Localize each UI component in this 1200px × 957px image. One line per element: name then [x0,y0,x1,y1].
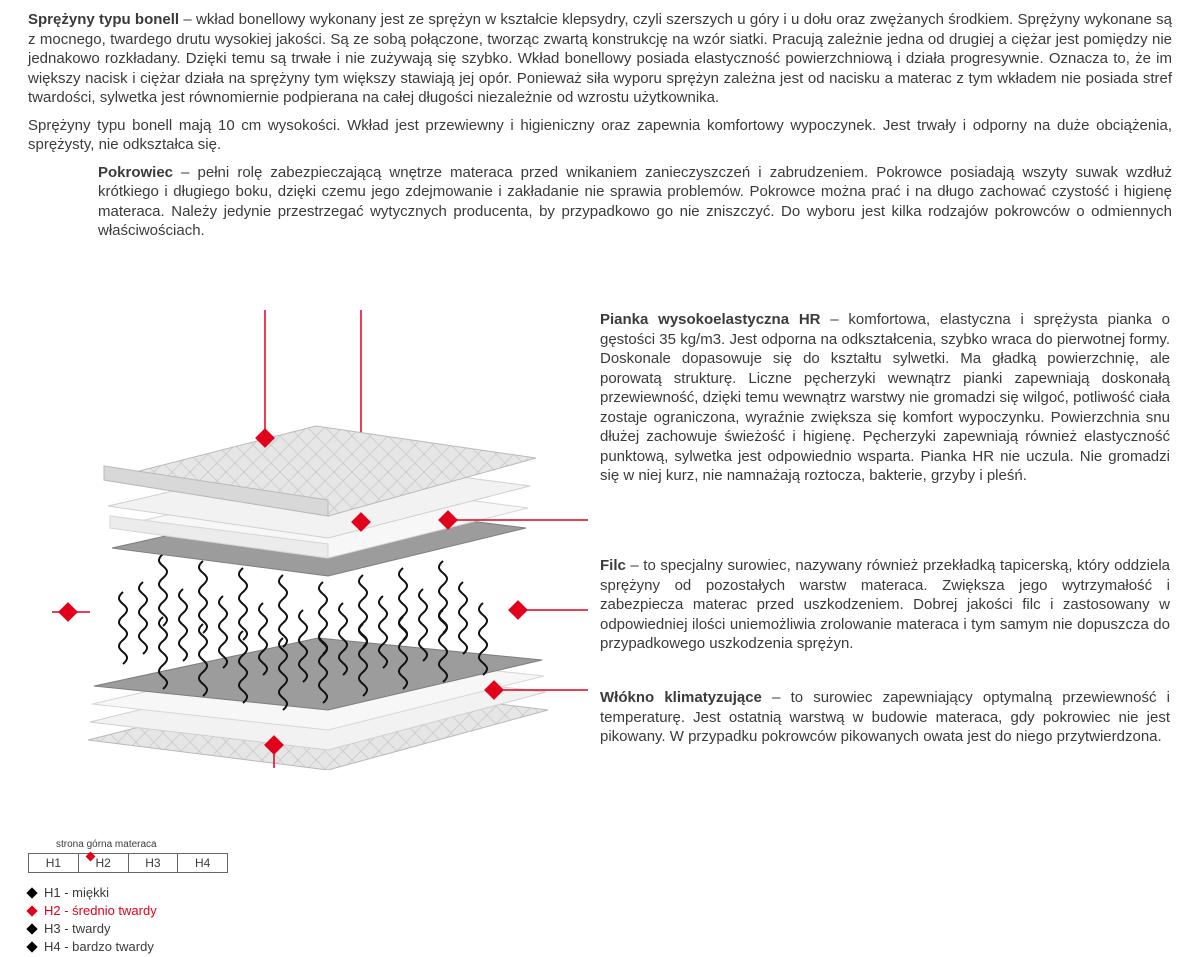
hardness-cell-h1: H1 [29,854,79,872]
hardness-legend-h1: H1 - miękki [28,885,258,902]
hardness-legend-h2-text: H2 - średnio twardy [44,903,157,920]
diamond-icon [26,888,37,899]
wlokno-title: Włókno klimatyzujące [600,689,762,706]
pokrowiec-title: Pokrowiec [98,164,173,181]
filc-body: – to specjalny surowiec, nazywany równie… [600,557,1170,652]
hardness-legend: H1 - miękki H2 - średnio twardy H3 - twa… [28,885,258,956]
bonell-paragraph-1: Sprężyny typu bonell – wkład bonellowy w… [28,10,1172,108]
hardness-marker-icon [87,846,94,866]
diamond-icon [26,941,37,952]
diamond-icon [26,906,37,917]
diamond-icon [26,924,37,935]
bonell-title: Sprężyny typu bonell [28,11,179,28]
wlokno-paragraph: Włókno klimatyzujące – to surowiec zapew… [600,688,1170,747]
pokrowiec-body: – pełni rolę zabezpieczającą wnętrze mat… [98,164,1172,240]
pianka-body: – komfortowa, elastyczna i sprężysta pia… [600,311,1170,484]
hardness-legend-h4-text: H4 - bardzo twardy [44,939,154,956]
bonell-body-2: Sprężyny typu bonell mają 10 cm wysokośc… [28,117,1172,154]
pianka-title: Pianka wysokoelastyczna HR [600,311,821,328]
hardness-slider: H1 H2 H3 H4 [28,853,228,873]
pianka-paragraph: Pianka wysokoelastyczna HR – komfortowa,… [600,310,1170,486]
bonell-body-1: – wkład bonellowy wykonany jest ze spręż… [28,11,1172,106]
mattress-exploded-diagram [28,310,588,760]
hardness-cell-h3: H3 [129,854,179,872]
hardness-legend-h2: H2 - średnio twardy [28,903,258,920]
bonell-paragraph-2: Sprężyny typu bonell mają 10 cm wysokośc… [28,116,1172,155]
filc-title: Filc [600,557,626,574]
hardness-legend-h1-text: H1 - miękki [44,885,109,902]
hardness-cell-h4: H4 [178,854,227,872]
filc-paragraph: Filc – to specjalny surowiec, nazywany r… [600,556,1170,654]
hardness-legend-h3-text: H3 - twardy [44,921,110,938]
hardness-legend-h3: H3 - twardy [28,921,258,938]
hardness-legend-h4: H4 - bardzo twardy [28,939,258,956]
pokrowiec-paragraph: Pokrowiec – pełni rolę zabezpieczającą w… [98,163,1172,241]
hardness-scale: strona górna materaca H1 H2 H3 H4 H1 - m… [28,838,258,957]
